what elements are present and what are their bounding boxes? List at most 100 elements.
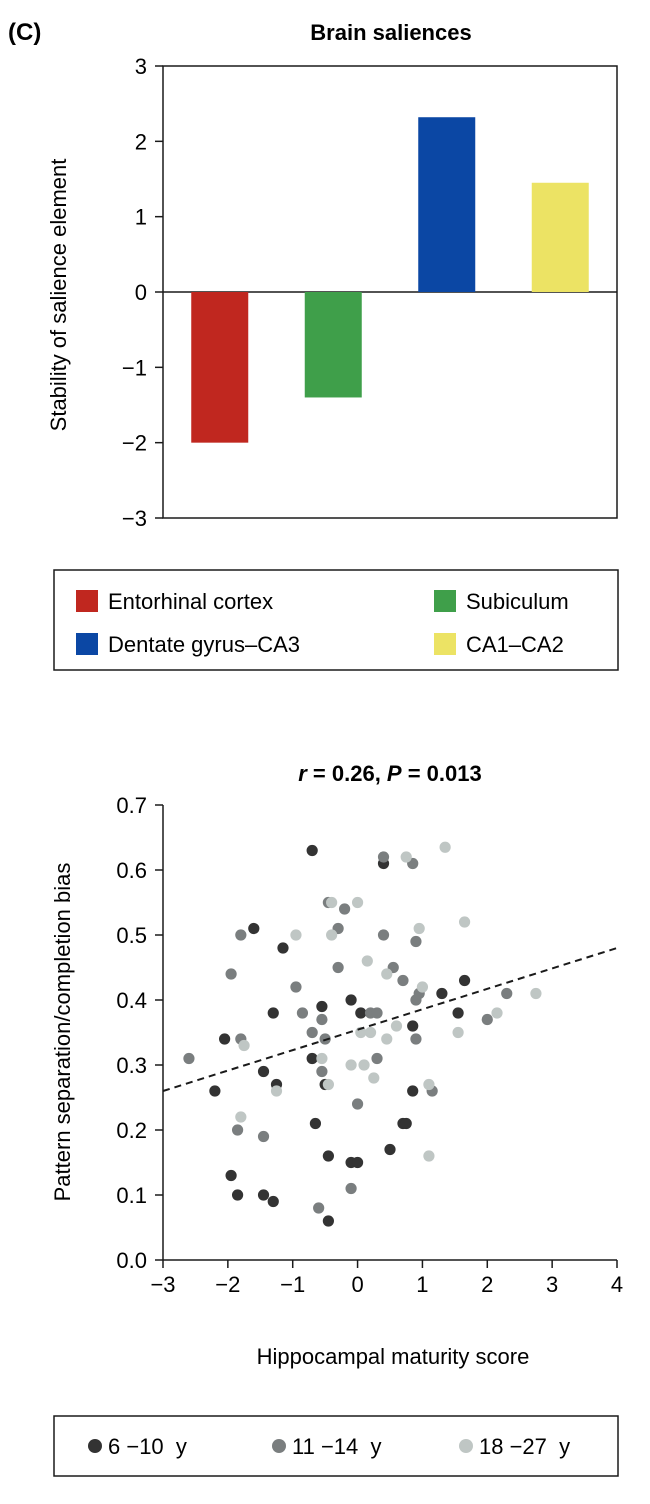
- scatter-point-series-1: [231, 1189, 244, 1201]
- scatter-x-tick-label: 0: [351, 1272, 363, 1297]
- title-p-value: = 0.013: [402, 761, 482, 786]
- scatter-point-series-3: [364, 1026, 377, 1039]
- scatter-x-tick-label: 2: [481, 1272, 493, 1297]
- scatter-point-series-1: [225, 1169, 237, 1182]
- scatter-y-axis-ticks: 0.7 0.6 0.5 0.4 0.3 0.2 0.1 0.0: [116, 793, 163, 1273]
- bar-y-tick-label: 1: [135, 205, 147, 230]
- scatter-point-series-3: [530, 987, 542, 1000]
- scatter-point-series-2: [377, 851, 390, 863]
- scatter-point-series-1: [248, 922, 260, 935]
- title-r-symbol: r: [298, 761, 308, 786]
- legend-label-6-10: 6 −10 y: [108, 1434, 187, 1459]
- scatter-point-series-3: [326, 896, 338, 909]
- scatter-point-series-3: [413, 922, 425, 935]
- bar-y-axis-ticks: 3 2 1 0 −1 −2 −3: [122, 54, 163, 531]
- legend-swatch-entorhinal: [76, 590, 98, 612]
- bar-2: [304, 292, 362, 398]
- scatter-point-series-1: [436, 987, 448, 1000]
- scatter-point-series-2: [377, 929, 390, 941]
- scatter-x-tick-label: −3: [150, 1272, 175, 1297]
- legend-label-dentate: Dentate gyrus–CA3: [108, 632, 300, 657]
- scatter-x-axis-label: Hippocampal maturity score: [257, 1344, 530, 1369]
- scatter-point-series-2: [231, 1124, 244, 1136]
- scatter-x-tick-label: 1: [416, 1272, 428, 1297]
- legend-label-entorhinal: Entorhinal cortex: [108, 589, 273, 614]
- scatter-point-series-1: [267, 1007, 279, 1019]
- scatter-y-axis-label: Pattern separation/completion bias: [50, 863, 75, 1202]
- scatter-chart-title: r = 0.26, P = 0.013: [298, 761, 482, 786]
- scatter-point-series-1: [407, 1085, 419, 1097]
- scatter-point-series-2: [351, 1098, 364, 1110]
- scatter-point-series-1: [400, 1117, 412, 1130]
- bar-y-tick-label: −3: [122, 506, 147, 531]
- scatter-x-tick-label: −2: [215, 1272, 240, 1297]
- scatter-point-series-1: [355, 1007, 367, 1019]
- scatter-point-series-3: [400, 851, 412, 863]
- scatter-point-series-1: [267, 1195, 279, 1208]
- scatter-point-series-1: [257, 1065, 270, 1078]
- bar-y-tick-label: −2: [122, 431, 147, 456]
- legend-dot-11-14: [272, 1439, 286, 1453]
- scatter-point-series-1: [306, 844, 318, 857]
- scatter-point-series-2: [225, 968, 237, 980]
- scatter-point-series-2: [332, 961, 344, 974]
- panel-label: (C): [8, 19, 41, 46]
- bar-y-axis-label: Stability of salience element: [46, 159, 71, 432]
- bar-legend: Entorhinal cortex Subiculum Dentate gyru…: [53, 569, 619, 671]
- scatter-point-series-3: [381, 1033, 393, 1045]
- bar-chart: 3 2 1 0 −1 −2 −3 Stability of salience element: [46, 54, 618, 531]
- bar-y-tick-label: 3: [135, 54, 147, 79]
- scatter-point-series-1: [309, 1117, 322, 1130]
- scatter-point-series-1: [219, 1033, 231, 1045]
- scatter-point-series-2: [257, 1130, 270, 1143]
- scatter-point-series-2: [410, 935, 422, 948]
- scatter-point-series-2: [290, 981, 302, 993]
- scatter-point-series-3: [381, 968, 393, 980]
- legend-dot-6-10: [88, 1439, 102, 1453]
- scatter-point-series-2: [345, 1182, 357, 1195]
- scatter-point-series-3: [238, 1039, 250, 1052]
- scatter-point-series-2: [397, 974, 409, 987]
- scatter-point-series-3: [270, 1085, 283, 1097]
- scatter-point-series-1: [257, 1189, 270, 1201]
- scatter-point-series-1: [384, 1143, 396, 1156]
- scatter-point-series-3: [458, 916, 471, 928]
- bar-legend-frame: [53, 569, 619, 671]
- scatter-y-tick-label: 0.4: [116, 988, 147, 1013]
- legend-swatch-ca1: [434, 633, 456, 655]
- scatter-point-series-1: [277, 942, 289, 954]
- scatter-point-series-3: [452, 1026, 464, 1039]
- scatter-point-series-2: [316, 1065, 328, 1078]
- scatter-x-tick-label: 4: [611, 1272, 623, 1297]
- scatter-point-series-3: [423, 1150, 435, 1162]
- scatter-x-tick-label: −1: [280, 1272, 305, 1297]
- scatter-point-series-3: [423, 1078, 435, 1091]
- scatter-point-series-3: [390, 1020, 403, 1032]
- scatter-point-series-1: [345, 994, 357, 1006]
- legend-label-11-14: 11 −14 y: [292, 1434, 382, 1459]
- scatter-point-series-1: [351, 1156, 364, 1169]
- scatter-point-series-1: [458, 974, 471, 987]
- scatter-point-series-3: [361, 955, 373, 967]
- title-r-value: = 0.26,: [307, 761, 387, 786]
- scatter-y-tick-label: 0.5: [116, 923, 147, 948]
- scatter-chart: 0.7 0.6 0.5 0.4 0.3 0.2 0.1 0.0 −3 −2 −1 0 1 2 3 4 Pat…: [50, 793, 623, 1369]
- bar-y-tick-label: −1: [122, 355, 147, 380]
- scatter-point-series-1: [452, 1007, 464, 1019]
- scatter-point-series-3: [345, 1059, 357, 1071]
- scatter-point-series-3: [491, 1007, 503, 1019]
- scatter-y-tick-label: 0.0: [116, 1248, 147, 1273]
- scatter-point-series-2: [313, 1202, 325, 1214]
- legend-label-subiculum: Subiculum: [466, 589, 569, 614]
- scatter-point-series-2: [371, 1052, 383, 1065]
- bar-3: [418, 117, 476, 292]
- scatter-point-series-3: [235, 1111, 247, 1123]
- bar-y-tick-label: 2: [135, 129, 147, 154]
- scatter-y-tick-label: 0.7: [116, 793, 147, 818]
- scatter-point-series-3: [358, 1059, 370, 1071]
- scatter-point-series-2: [316, 1013, 328, 1026]
- scatter-point-series-2: [306, 1026, 318, 1039]
- bar-y-tick-label: 0: [135, 280, 147, 305]
- scatter-y-tick-label: 0.2: [116, 1118, 147, 1143]
